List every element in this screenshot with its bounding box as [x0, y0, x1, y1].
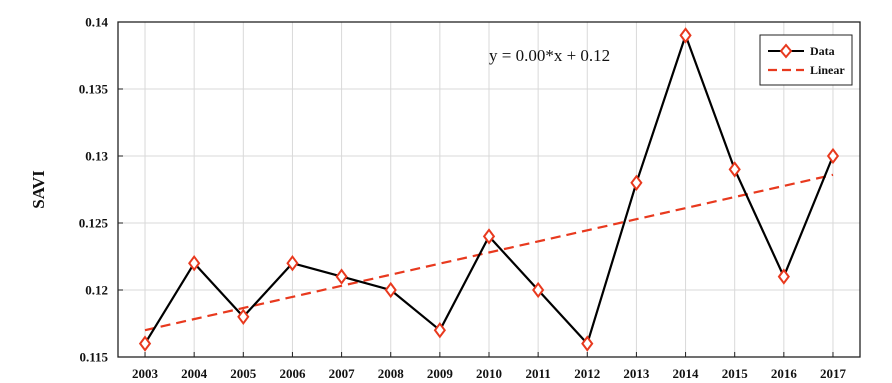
x-tick-label: 2014	[673, 366, 700, 381]
y-tick-label: 0.14	[85, 15, 108, 30]
y-tick-label: 0.125	[79, 216, 109, 231]
data-point-marker	[237, 308, 250, 325]
data-point-marker	[482, 228, 496, 245]
x-tick-label: 2006	[279, 366, 306, 381]
series-layer	[138, 27, 840, 352]
data-point-marker	[384, 281, 397, 299]
x-tick-label: 2009	[427, 366, 454, 381]
legend-data-marker	[779, 43, 793, 59]
data-point-marker	[433, 322, 446, 339]
x-tick-label: 2004	[181, 366, 208, 381]
data-point-marker	[286, 255, 299, 272]
legend: Data Linear	[759, 34, 853, 86]
x-tick-label: 2003	[132, 366, 159, 381]
ticks: 2003 2004 2005 2006 2007 2008 2009 2010 2011 2012…	[79, 15, 847, 382]
data-point-marker	[777, 268, 790, 285]
series-linear-line	[144, 173, 834, 332]
y-tick-label: 0.135	[79, 82, 109, 97]
x-tick-label: 2007	[329, 366, 356, 381]
data-point-marker	[728, 161, 741, 178]
x-tick-label: 2015	[722, 366, 749, 381]
data-point-marker	[630, 174, 643, 191]
trend-equation: y = 0.00*x + 0.12	[489, 46, 610, 65]
data-point-marker	[581, 335, 594, 352]
x-tick-label: 2016	[771, 366, 798, 381]
data-point-marker	[138, 335, 152, 352]
y-tick-label: 0.13	[85, 149, 108, 164]
legend-box	[759, 34, 853, 86]
data-point-marker	[188, 255, 201, 272]
x-tick-label: 2005	[230, 366, 257, 381]
x-tick-label: 2011	[525, 366, 550, 381]
x-tick-label: 2008	[378, 366, 405, 381]
data-point-marker	[679, 27, 692, 44]
x-tick-label: 2010	[476, 366, 502, 381]
legend-linear-label: Linear	[810, 63, 845, 77]
legend-data-label: Data	[810, 44, 835, 58]
y-tick-label: 0.12	[85, 283, 108, 298]
y-axis-label: SAVI	[29, 170, 48, 209]
data-point-marker	[335, 268, 348, 285]
y-tick-label: 0.115	[79, 350, 108, 365]
data-point-marker	[826, 147, 840, 165]
x-tick-label: 2017	[820, 366, 847, 381]
x-tick-label: 2012	[574, 366, 600, 381]
data-point-marker	[532, 281, 545, 299]
x-tick-label: 2013	[623, 366, 650, 381]
